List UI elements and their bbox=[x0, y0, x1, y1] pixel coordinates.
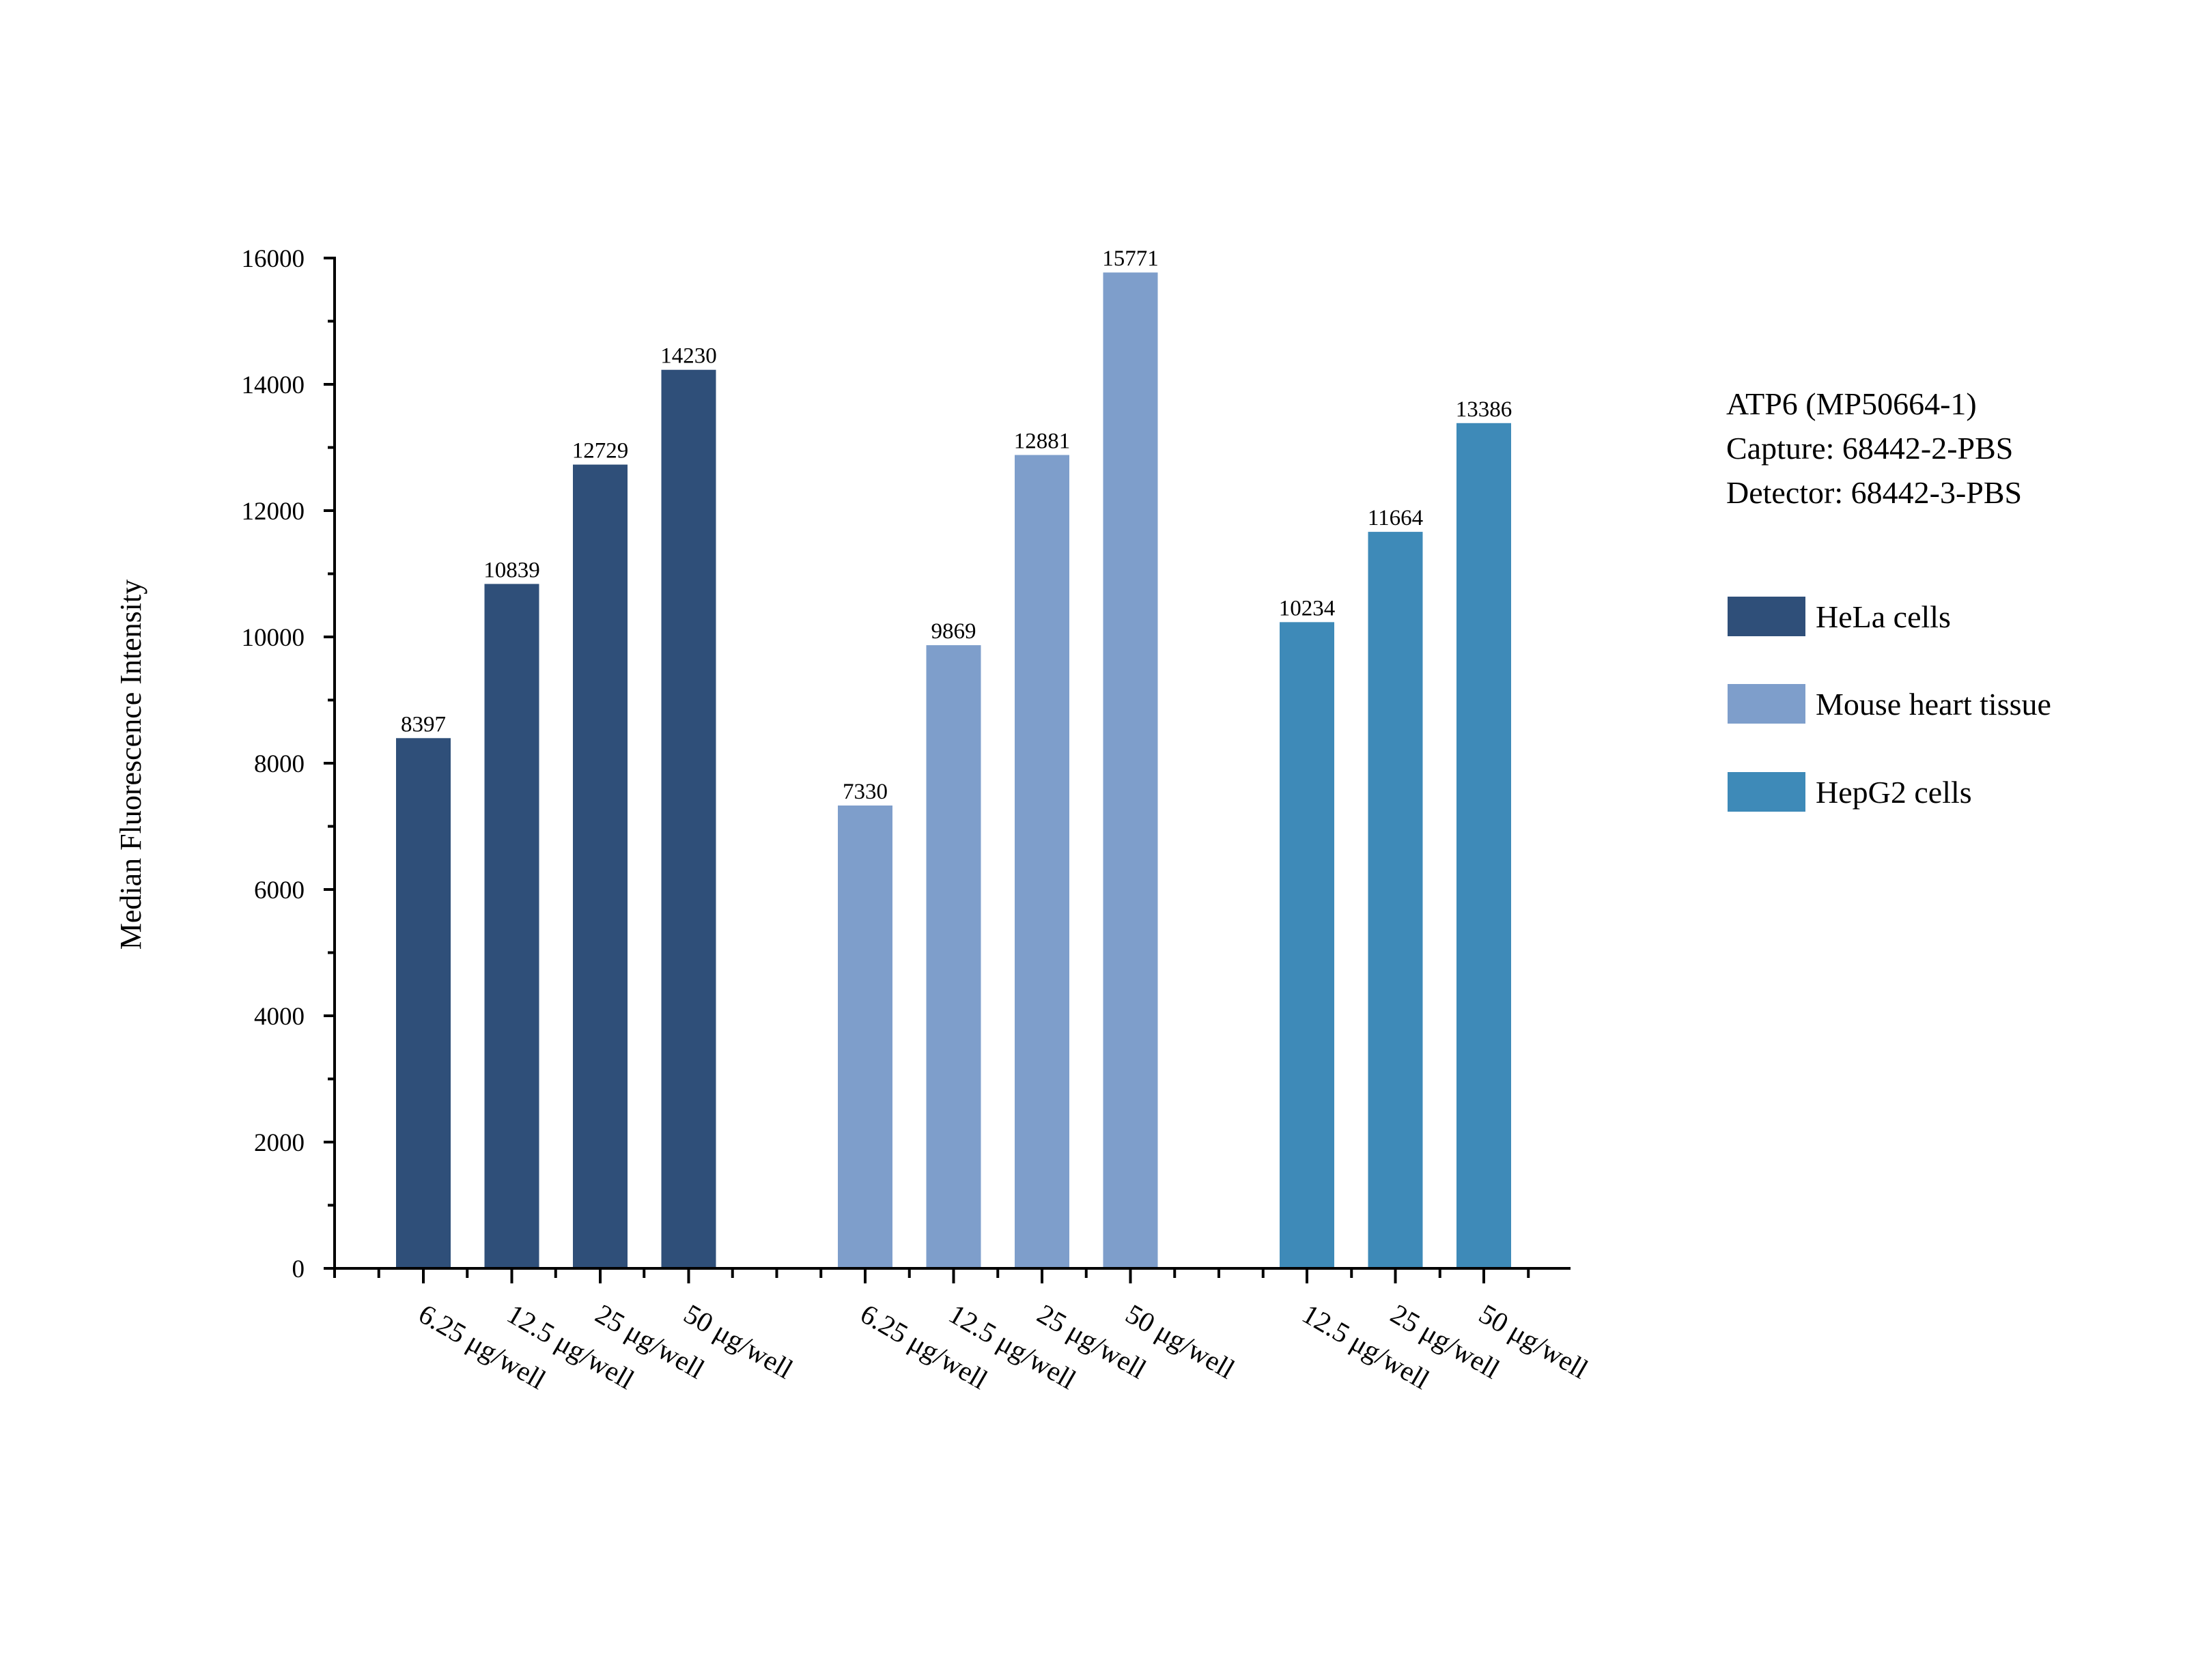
y-tick-label: 4000 bbox=[254, 1003, 305, 1031]
info-line-antibody: ATP6 (MP50664-1) bbox=[1726, 386, 1977, 421]
data-label: 12881 bbox=[1014, 429, 1071, 454]
info-block: ATP6 (MP50664-1) Capture: 68442-2-PBS De… bbox=[1726, 386, 2022, 510]
y-tick-label: 6000 bbox=[254, 877, 305, 905]
legend-label: Mouse heart tissue bbox=[1816, 687, 2051, 722]
data-label: 10839 bbox=[483, 558, 540, 582]
y-tick-label: 8000 bbox=[254, 750, 305, 778]
data-label: 8397 bbox=[401, 712, 446, 737]
bar bbox=[926, 645, 981, 1268]
bar bbox=[1280, 622, 1334, 1268]
data-label: 15771 bbox=[1102, 246, 1159, 271]
bar bbox=[838, 805, 892, 1268]
legend-label: HepG2 cells bbox=[1816, 775, 1972, 810]
data-labels-layer: 8397 10839 12729 14230 7330 9869 12881 15771 102… bbox=[401, 246, 1512, 804]
data-label: 13386 bbox=[1456, 397, 1512, 422]
data-label: 14230 bbox=[660, 344, 717, 369]
axes-layer: 0 2000 4000 6000 8000 10000 12000 14000 16000 bbox=[242, 245, 1571, 1283]
data-label: 11664 bbox=[1368, 506, 1423, 530]
bars-layer bbox=[396, 272, 1511, 1269]
legend: HeLa cells Mouse heart tissue HepG2 cells bbox=[1728, 597, 2051, 812]
y-tick-label: 16000 bbox=[242, 245, 305, 273]
legend-swatch bbox=[1728, 597, 1805, 636]
bar bbox=[1456, 423, 1511, 1269]
legend-label: HeLa cells bbox=[1816, 599, 1951, 634]
bar bbox=[1015, 455, 1069, 1268]
bar bbox=[396, 738, 451, 1268]
y-tick-label: 0 bbox=[292, 1255, 305, 1283]
data-label: 12729 bbox=[572, 439, 629, 464]
y-tick-label: 14000 bbox=[242, 371, 305, 399]
y-tick-label: 10000 bbox=[242, 624, 305, 652]
info-line-capture: Capture: 68442-2-PBS bbox=[1726, 431, 2013, 466]
bar bbox=[484, 584, 539, 1268]
y-tick-label: 12000 bbox=[242, 498, 305, 526]
data-label: 7330 bbox=[843, 780, 888, 804]
y-axis-label: Median Fluorescence Intensity bbox=[114, 580, 147, 950]
y-tick-label: 2000 bbox=[254, 1129, 305, 1157]
legend-swatch bbox=[1728, 772, 1805, 812]
bar bbox=[661, 369, 716, 1268]
info-line-detector: Detector: 68442-3-PBS bbox=[1726, 475, 2022, 510]
bar bbox=[573, 464, 628, 1268]
bar bbox=[1368, 532, 1423, 1268]
data-label: 10234 bbox=[1279, 596, 1336, 621]
legend-swatch bbox=[1728, 684, 1805, 724]
bar bbox=[1103, 272, 1158, 1268]
data-label: 9869 bbox=[931, 619, 976, 644]
